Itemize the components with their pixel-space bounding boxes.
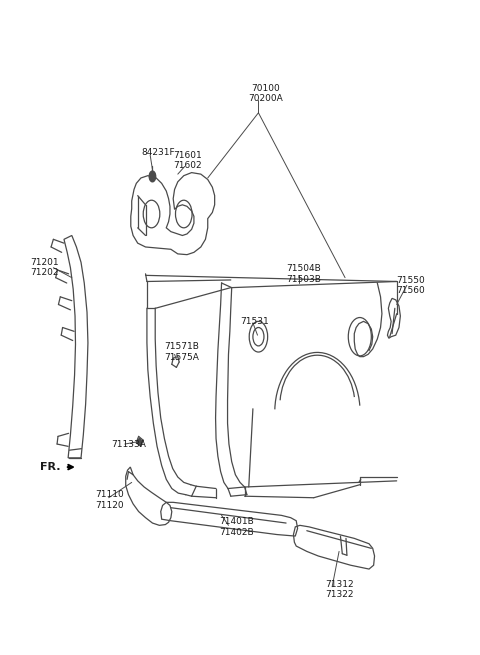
Text: 71531: 71531 bbox=[240, 317, 269, 326]
Text: 71110
71120: 71110 71120 bbox=[95, 491, 123, 510]
Text: FR.: FR. bbox=[39, 462, 60, 472]
Circle shape bbox=[149, 171, 156, 182]
Text: 71133A: 71133A bbox=[111, 440, 146, 449]
Text: 84231F: 84231F bbox=[141, 148, 175, 157]
Text: 71201
71202: 71201 71202 bbox=[30, 258, 59, 277]
Text: 71571B
71575A: 71571B 71575A bbox=[164, 343, 199, 362]
Circle shape bbox=[138, 439, 142, 445]
Text: 71401B
71402B: 71401B 71402B bbox=[219, 517, 254, 536]
Text: 71504B
71503B: 71504B 71503B bbox=[286, 264, 321, 284]
Text: 71601
71602: 71601 71602 bbox=[173, 151, 202, 170]
Text: 71312
71322: 71312 71322 bbox=[325, 580, 354, 599]
Text: 71550
71560: 71550 71560 bbox=[396, 276, 425, 295]
Text: 70100
70200A: 70100 70200A bbox=[248, 84, 283, 103]
